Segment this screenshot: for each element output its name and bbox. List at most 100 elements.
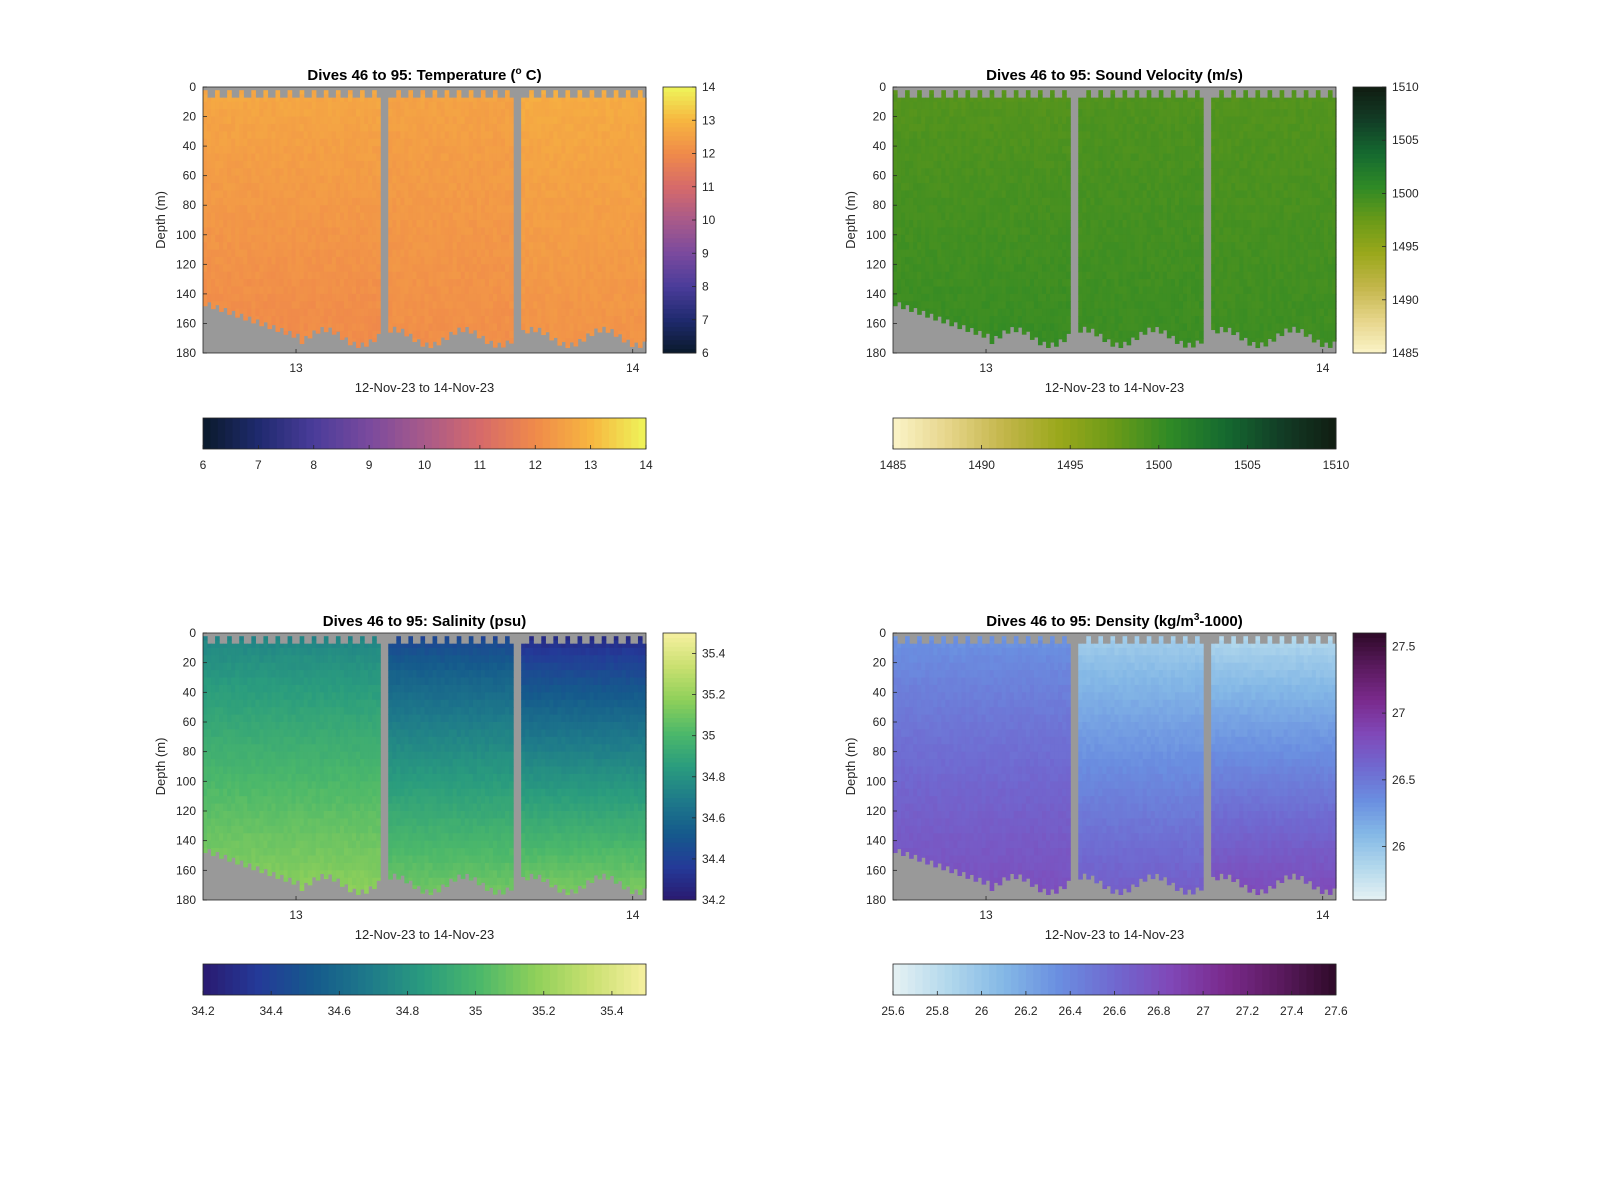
heatmap-cell <box>368 213 373 221</box>
heatmap-cell <box>461 183 466 191</box>
heatmap-cell <box>457 279 462 287</box>
heatmap-cell <box>340 294 345 302</box>
heatmap-column <box>553 90 558 338</box>
heatmap-cell <box>364 198 369 206</box>
heatmap-cell <box>598 272 603 280</box>
heatmap-cell <box>267 190 272 198</box>
heatmap-cell <box>586 220 591 228</box>
heatmap-cell <box>251 257 256 265</box>
colorbar-swatch <box>255 418 263 449</box>
heatmap-cell <box>312 117 317 125</box>
heatmap-cell <box>437 124 442 132</box>
heatmap-cell <box>594 117 599 125</box>
heatmap-column <box>328 98 333 328</box>
heatmap-cell <box>400 98 405 103</box>
heatmap-cell <box>1026 294 1031 302</box>
heatmap-cell <box>207 294 212 302</box>
heatmap-cell <box>235 98 240 103</box>
heatmap-cell <box>275 220 280 228</box>
heatmap-cell <box>275 198 280 206</box>
heatmap-cell <box>235 227 240 235</box>
colorbar-swatch <box>663 255 696 260</box>
heatmap-cell <box>429 213 434 221</box>
heatmap-cell <box>565 117 570 125</box>
heatmap-cell <box>1026 323 1031 331</box>
heatmap-cell <box>360 190 365 198</box>
heatmap-cell <box>332 131 337 139</box>
heatmap-cell <box>909 146 914 154</box>
heatmap-cell <box>368 235 373 243</box>
heatmap-cell <box>255 301 260 309</box>
heatmap-cell <box>533 323 538 331</box>
heatmap-cell <box>598 279 603 287</box>
colorbar-swatch <box>447 418 455 449</box>
heatmap-cell <box>541 109 546 117</box>
heatmap-cell <box>949 213 954 221</box>
heatmap-cell <box>445 264 450 272</box>
heatmap-cell <box>582 213 587 221</box>
heatmap-cell <box>1014 213 1019 221</box>
heatmap-cell <box>239 102 244 110</box>
heatmap-cell <box>485 168 490 176</box>
colorbar-swatch <box>616 418 624 449</box>
heatmap-cell <box>465 264 470 272</box>
heatmap-cell <box>388 102 393 110</box>
heatmap-cell <box>356 124 361 132</box>
heatmap-cell <box>263 161 268 169</box>
heatmap-cell <box>990 257 995 265</box>
heatmap-cell <box>425 294 430 302</box>
heatmap-cell <box>457 250 462 258</box>
heatmap-cell <box>215 146 220 154</box>
colorbar-swatch <box>663 229 696 234</box>
heatmap-cell <box>308 316 313 324</box>
heatmap-cell <box>970 227 975 235</box>
heatmap-cell <box>606 331 611 333</box>
heatmap-cell <box>1018 154 1023 162</box>
heatmap-cell <box>344 272 349 280</box>
heatmap-cell <box>937 102 942 110</box>
heatmap-cell <box>578 124 583 132</box>
heatmap-cell <box>529 161 534 169</box>
heatmap-cell <box>586 154 591 162</box>
heatmap-cell <box>239 272 244 280</box>
heatmap-cell <box>441 316 446 324</box>
colorbar-swatch <box>663 171 696 176</box>
heatmap-cell <box>970 287 975 295</box>
heatmap-cell <box>933 272 938 280</box>
heatmap-cell <box>578 242 583 250</box>
heatmap-cell <box>437 139 442 147</box>
heatmap-cell <box>457 139 462 147</box>
heatmap-cell <box>445 257 450 265</box>
heatmap-cell <box>324 139 329 147</box>
heatmap-cell <box>316 213 321 221</box>
heatmap-cell <box>897 264 902 272</box>
heatmap-column <box>1010 98 1015 327</box>
heatmap-cell <box>280 146 285 154</box>
heatmap-cell <box>505 109 510 117</box>
heatmap-cell <box>239 235 244 243</box>
heatmap-cell <box>437 146 442 154</box>
heatmap-cell <box>340 131 345 139</box>
heatmap-cell <box>901 190 906 198</box>
heatmap-cell <box>376 264 381 272</box>
heatmap-cell <box>525 250 530 258</box>
heatmap-cell <box>372 264 377 272</box>
heatmap-cell <box>288 205 293 213</box>
heatmap-cell <box>929 109 934 117</box>
heatmap-cell <box>280 235 285 243</box>
heatmap-cell <box>574 190 579 198</box>
heatmap-cell <box>328 264 333 272</box>
heatmap-cell <box>578 227 583 235</box>
heatmap-cell <box>312 279 317 287</box>
heatmap-cell <box>586 294 591 302</box>
heatmap-cell <box>360 250 365 258</box>
heatmap-cell <box>982 235 987 243</box>
heatmap-cell <box>320 168 325 176</box>
heatmap-cell <box>356 131 361 139</box>
heatmap-cell <box>247 272 252 280</box>
heatmap-cell <box>408 90 413 95</box>
heatmap-cell <box>565 168 570 176</box>
heatmap-cell <box>288 301 293 309</box>
heatmap-cell <box>433 183 438 191</box>
heatmap-cell <box>925 190 930 198</box>
